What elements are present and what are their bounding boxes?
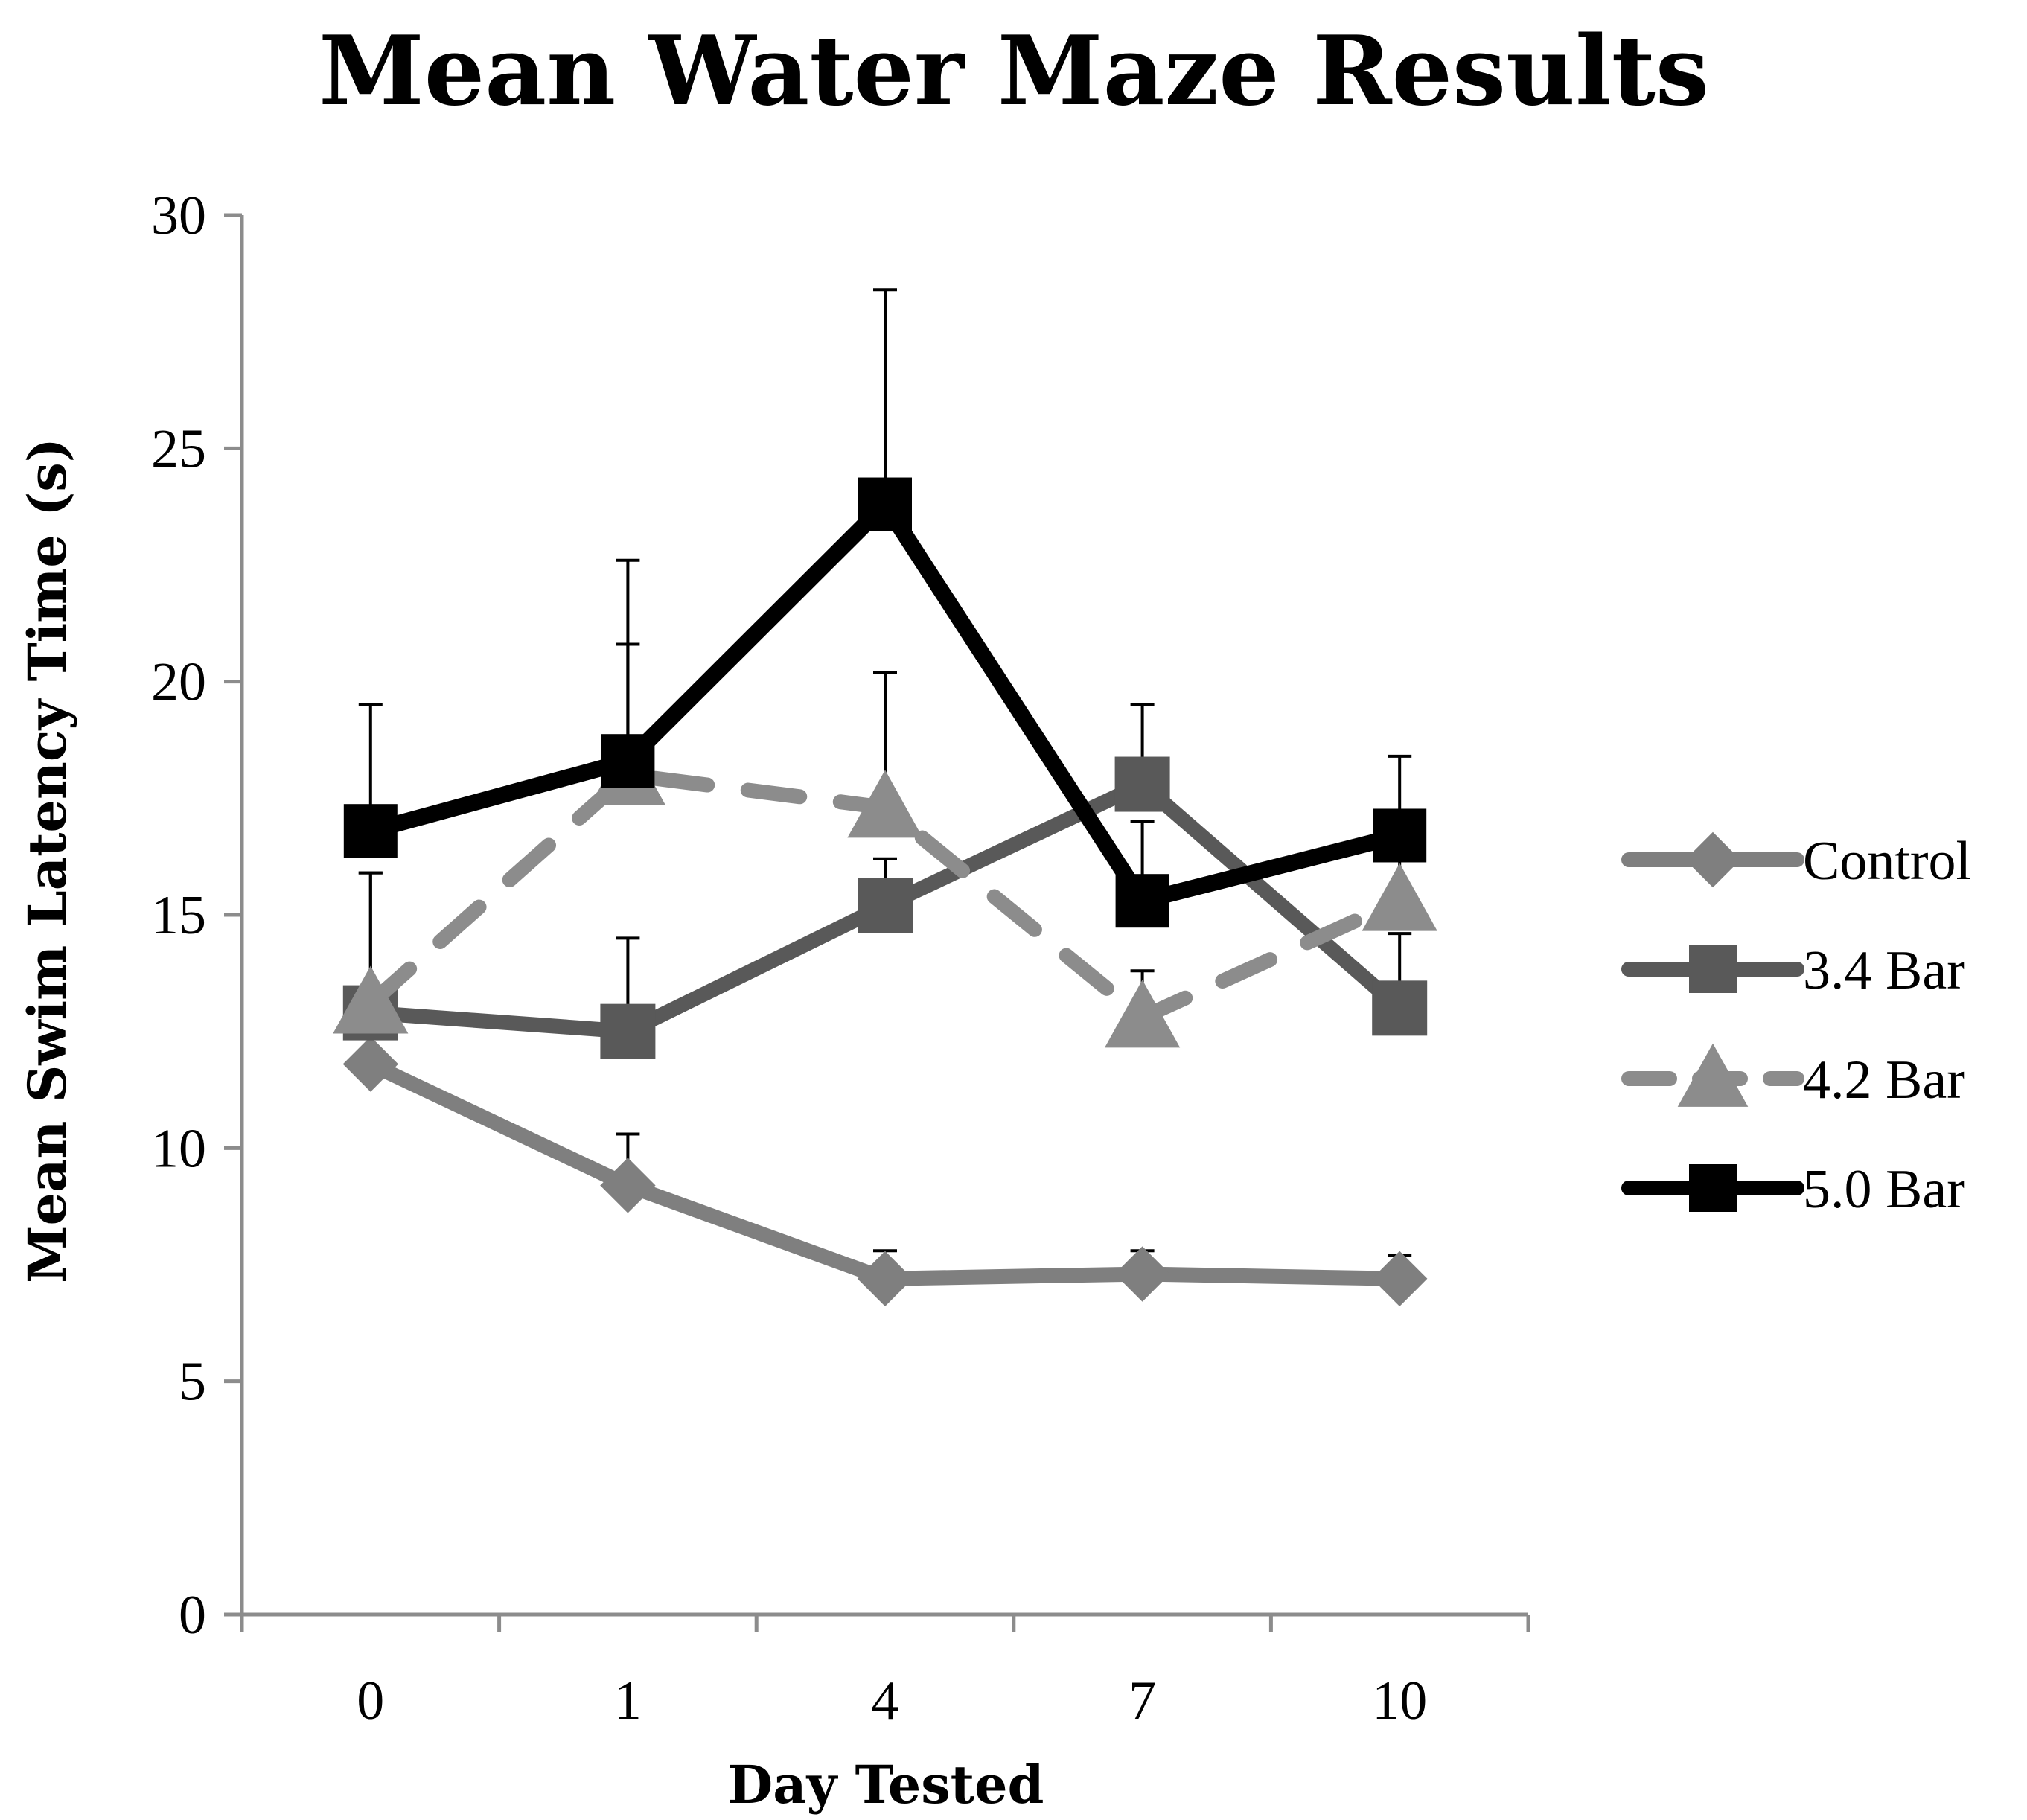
data-point (1362, 863, 1437, 931)
series-control (342, 1036, 1428, 1306)
legend-swatch-marker (1689, 945, 1737, 993)
data-point (601, 734, 655, 788)
data-point (1114, 756, 1170, 812)
data-point (857, 1251, 913, 1306)
data-point (600, 1158, 656, 1213)
legend-swatch-marker (1685, 831, 1741, 888)
y-tick-label: 5 (179, 1352, 206, 1413)
axes: 0 5 10 15 20 25 30 0 1 4 7 10 (151, 185, 1530, 1731)
y-tick-label: 10 (151, 1118, 206, 1179)
x-tick-label: 10 (1372, 1670, 1427, 1731)
chart-title: Mean Water Maze Results (319, 16, 1709, 127)
legend-label: 5.0 Bar (1803, 1159, 1965, 1220)
series-3-4-bar (342, 756, 1428, 1059)
y-tick-label: 0 (179, 1585, 206, 1646)
data-point (858, 878, 913, 933)
legend-label: 4.2 Bar (1803, 1050, 1965, 1111)
legend-label: 3.4 Bar (1803, 940, 1965, 1001)
y-tick-label: 25 (151, 418, 206, 479)
legend: Control 3.4 Bar 4.2 Bar 5.0 Bar (1621, 831, 1971, 1220)
legend-label: Control (1803, 831, 1971, 892)
data-point (1372, 1251, 1428, 1306)
data-point (1372, 980, 1428, 1036)
y-tick-label: 20 (151, 652, 206, 713)
y-tick-label: 15 (151, 885, 206, 946)
data-point (858, 477, 912, 531)
data-point (1105, 980, 1181, 1048)
error-bar (616, 558, 640, 761)
data-point (1373, 808, 1427, 863)
series-line (363, 1056, 1408, 1286)
x-tick-label: 7 (1129, 1670, 1156, 1731)
error-bar (873, 288, 897, 505)
data-point (343, 804, 398, 858)
data-point (847, 770, 923, 838)
x-tick-label: 0 (357, 1670, 384, 1731)
data-point (342, 1036, 398, 1092)
x-tick-label: 1 (614, 1670, 642, 1731)
y-axis-label: Mean Swim Latency Time (s) (16, 438, 78, 1283)
series-5-0-bar (343, 477, 1427, 928)
x-tick-label: 4 (872, 1670, 899, 1731)
series-lines (333, 477, 1437, 1306)
x-axis-label: Day Tested (728, 1754, 1044, 1816)
data-point (600, 1003, 656, 1059)
legend-item: 3.4 Bar (1621, 940, 1965, 1001)
legend-item: 4.2 Bar (1621, 1043, 1965, 1111)
data-point (1115, 874, 1169, 928)
y-tick-label: 30 (151, 185, 206, 246)
legend-swatch-marker (1689, 1164, 1737, 1212)
legend-swatch-marker (1677, 1043, 1749, 1107)
data-point (333, 965, 409, 1034)
data-point (1114, 1246, 1170, 1302)
legend-item: 5.0 Bar (1621, 1159, 1965, 1220)
legend-item: Control (1621, 831, 1971, 892)
